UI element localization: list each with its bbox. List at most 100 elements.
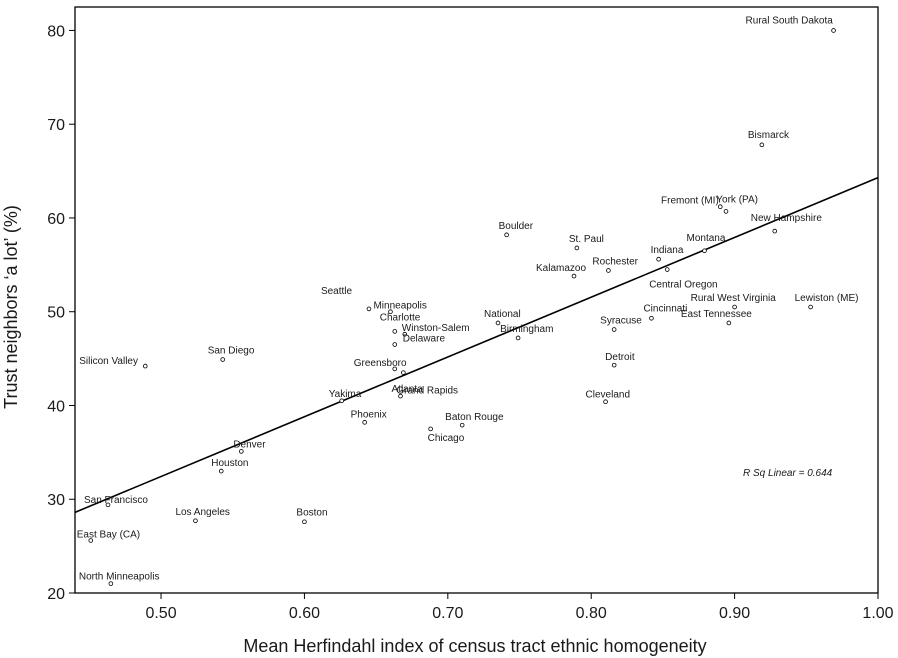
x-axis-title: Mean Herfindahl index of census tract et… [243, 636, 706, 656]
y-tick-label: 70 [47, 117, 65, 134]
data-point [574, 245, 580, 251]
data-point [362, 420, 367, 425]
x-tick-label: 0.60 [289, 605, 320, 622]
data-point [88, 538, 94, 543]
data-point [664, 267, 670, 272]
data-point [759, 142, 765, 148]
x-tick-label: 0.90 [719, 605, 750, 622]
point-label: Greensboro [354, 358, 407, 369]
point-label: Detroit [605, 352, 635, 363]
point-label: National [484, 309, 521, 320]
point-label: Cincinnati [643, 303, 687, 314]
point-label: East Tennessee [681, 309, 752, 320]
data-point [717, 204, 723, 210]
point-label: St. Paul [569, 234, 604, 245]
point-label: North Minneapolis [79, 572, 160, 583]
data-point [388, 309, 393, 315]
data-point [808, 304, 813, 310]
x-tick-label: 1.00 [862, 605, 893, 622]
point-label: Central Oregon [649, 280, 717, 291]
data-point [392, 342, 398, 347]
data-point [606, 268, 611, 273]
point-label: Chicago [428, 433, 465, 444]
point-label: San Diego [208, 346, 255, 357]
point-label: Grand Rapids [396, 386, 458, 397]
point-label: Winston-Salem [402, 323, 470, 334]
point-label: Houston [211, 458, 248, 469]
regression-line [74, 176, 879, 514]
x-tick-label: 0.50 [145, 605, 176, 622]
y-tick-label: 30 [47, 492, 65, 509]
data-point [649, 315, 654, 321]
point-label: Kalamazoo [536, 263, 586, 274]
data-point [504, 232, 509, 238]
data-point [398, 393, 403, 399]
point-label: Fremont (MI) [661, 195, 719, 206]
point-label: Rochester [592, 256, 638, 267]
point-label: East Bay (CA) [77, 529, 140, 540]
point-label: Indiana [651, 245, 684, 256]
point-label: Rural South Dakota [746, 15, 834, 26]
data-point [656, 256, 661, 262]
plot-frame [74, 6, 879, 594]
point-label: Cleveland [586, 390, 630, 401]
data-point [428, 426, 433, 432]
point-label: Phoenix [351, 409, 387, 420]
data-point [495, 320, 501, 326]
point-label: Lewiston (ME) [795, 293, 859, 304]
point-label: Delaware [403, 334, 446, 345]
y-tick-label: 80 [47, 23, 65, 40]
data-point [193, 518, 198, 524]
data-point [392, 329, 398, 334]
point-label: Bismarck [748, 130, 790, 141]
data-point [401, 370, 406, 375]
point-label: York (PA) [716, 195, 758, 206]
point-label: New Hampshire [751, 213, 823, 224]
data-point [402, 331, 408, 337]
y-tick-label: 50 [47, 305, 65, 322]
data-point [611, 327, 617, 332]
data-point [339, 398, 345, 404]
point-label: Minneapolis [373, 301, 426, 312]
point-label: Charlotte [380, 312, 421, 323]
data-point [611, 362, 617, 368]
data-point [392, 366, 398, 372]
data-point [702, 248, 707, 254]
data-point [239, 449, 244, 454]
point-label: Seattle [321, 286, 353, 297]
x-tick-label: 0.80 [576, 605, 607, 622]
data-point [142, 363, 148, 369]
point-label: Montana [686, 233, 725, 244]
data-point [459, 422, 465, 428]
point-label: Rural West Virginia [691, 293, 777, 304]
data-point [218, 468, 224, 474]
y-axis-title: Trust neighbors ‘a lot’ (%) [1, 205, 21, 409]
point-label: Los Angeles [175, 507, 230, 518]
data-point [723, 209, 729, 214]
data-point [302, 519, 307, 525]
data-point [603, 399, 608, 405]
point-label: Baton Rouge [445, 412, 504, 423]
x-tick-label: 0.70 [432, 605, 463, 622]
point-label: Boulder [499, 221, 534, 232]
data-point [108, 581, 114, 586]
point-label: Boston [296, 508, 327, 519]
data-point [732, 304, 737, 310]
data-point [105, 502, 111, 508]
data-point [772, 228, 778, 234]
data-point [220, 357, 225, 362]
r-squared-annotation: R Sq Linear = 0.644 [743, 468, 833, 479]
point-label: Denver [233, 439, 266, 450]
data-point [366, 306, 372, 312]
data-point [571, 273, 577, 279]
y-tick-label: 60 [47, 211, 65, 228]
point-label: Birmingham [500, 324, 553, 335]
point-label: Yakima [329, 389, 362, 400]
point-label: San Francisco [84, 495, 148, 506]
data-point [726, 320, 732, 326]
point-label: Atlanta [392, 384, 424, 395]
data-point [831, 28, 836, 33]
point-label: Silicon Valley [79, 356, 138, 367]
y-tick-label: 20 [47, 586, 65, 603]
y-tick-label: 40 [47, 398, 65, 415]
